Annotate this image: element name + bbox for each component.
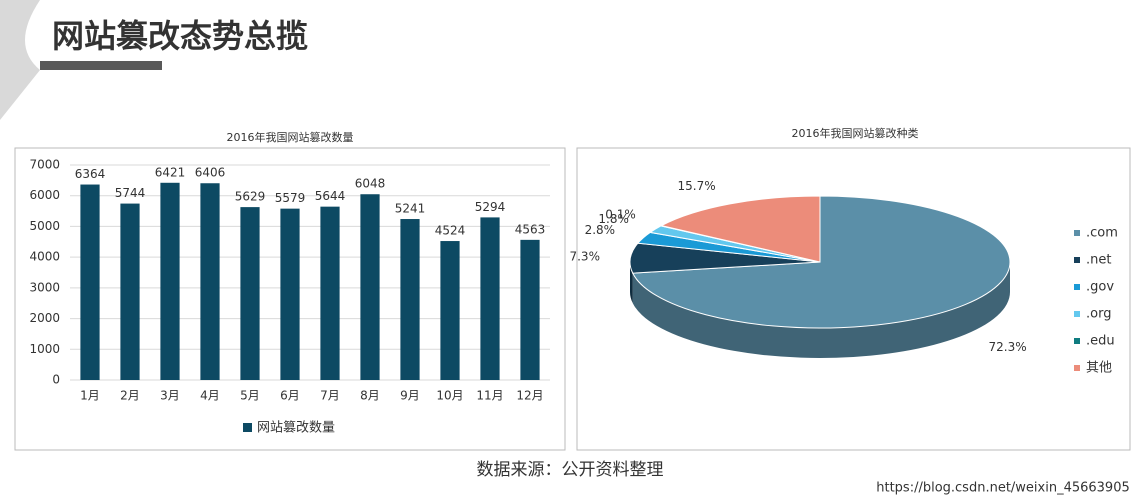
- legend-swatch: [243, 423, 252, 432]
- data-label: 1.8%: [598, 212, 629, 226]
- y-tick-label: 7000: [29, 158, 60, 172]
- x-tick-label: 9月: [400, 389, 420, 403]
- bar: [80, 184, 100, 380]
- bar: [120, 203, 140, 380]
- x-tick-label: 1月: [80, 389, 100, 403]
- legend-label: .org: [1086, 307, 1111, 322]
- data-label: 5241: [395, 202, 426, 216]
- bar: [240, 207, 260, 380]
- data-label: 5294: [475, 200, 506, 214]
- slice-side: [632, 262, 1010, 358]
- y-tick-label: 5000: [29, 219, 60, 233]
- y-tick-label: 2000: [29, 311, 60, 325]
- legend-swatch: [1074, 365, 1080, 371]
- x-tick-label: 10月: [436, 389, 463, 403]
- source-note: 数据来源：公开资料整理: [477, 460, 664, 480]
- bar: [160, 182, 180, 380]
- title-underline: [40, 61, 162, 70]
- legend-label: .gov: [1086, 280, 1114, 295]
- y-tick-label: 1000: [29, 342, 60, 356]
- data-label: 5579: [275, 191, 306, 205]
- bar: [360, 194, 380, 380]
- panel: [576, 147, 1131, 451]
- legend-label: 网站篡改数量: [257, 420, 335, 436]
- x-tick-label: 8月: [360, 389, 380, 403]
- x-tick-label: 2月: [120, 389, 140, 403]
- bar: [320, 206, 340, 380]
- bar: [440, 241, 460, 380]
- y-tick-label: 0: [52, 373, 60, 387]
- watermark: https://blog.csdn.net/weixin_45663905: [876, 481, 1130, 496]
- bar: [480, 217, 500, 380]
- data-label: 7.3%: [569, 249, 600, 263]
- legend-swatch: [1074, 311, 1080, 317]
- bar: [400, 219, 420, 380]
- y-tick-label: 3000: [29, 280, 60, 294]
- legend-swatch: [1074, 338, 1080, 344]
- legend-swatch: [1074, 284, 1080, 290]
- data-label: 6406: [195, 166, 226, 180]
- legend-label: .com: [1086, 226, 1118, 241]
- panel: [14, 147, 566, 451]
- x-tick-label: 7月: [320, 389, 340, 403]
- data-label: 6364: [75, 167, 106, 181]
- legend-swatch: [1074, 257, 1080, 263]
- data-label: 6421: [155, 165, 186, 179]
- corner-decoration: [0, 0, 40, 120]
- data-label: 5629: [235, 190, 266, 204]
- legend-swatch: [1074, 230, 1080, 236]
- x-tick-label: 3月: [160, 389, 180, 403]
- data-label: 4563: [515, 222, 546, 236]
- data-label: 0.1%: [605, 207, 636, 221]
- data-label: 4524: [435, 224, 466, 238]
- slice: [631, 195, 1011, 329]
- x-tick-label: 12月: [516, 389, 543, 403]
- x-tick-label: 4月: [200, 389, 220, 403]
- x-tick-label: 5月: [240, 389, 260, 403]
- chart-title: 2016年我国网站篡改种类: [792, 126, 919, 140]
- data-label: 6048: [355, 177, 386, 191]
- legend-label: 其他: [1086, 361, 1112, 376]
- slide-title: 网站篡改态势总揽: [52, 17, 308, 55]
- data-label: 2.8%: [585, 223, 616, 237]
- slice: [660, 195, 821, 263]
- bar: [280, 208, 300, 380]
- x-tick-label: 11月: [476, 389, 503, 403]
- legend-label: .net: [1086, 253, 1111, 268]
- bar: [520, 239, 540, 380]
- bar: [200, 183, 220, 380]
- data-label: 72.3%: [988, 340, 1026, 354]
- chart-title: 2016年我国网站篡改数量: [227, 130, 354, 144]
- data-label: 15.7%: [678, 179, 716, 193]
- legend-label: .edu: [1086, 334, 1115, 349]
- data-label: 5644: [315, 189, 346, 203]
- y-tick-label: 6000: [29, 188, 60, 202]
- data-label: 5744: [115, 186, 146, 200]
- y-tick-label: 4000: [29, 250, 60, 264]
- x-tick-label: 6月: [280, 389, 300, 403]
